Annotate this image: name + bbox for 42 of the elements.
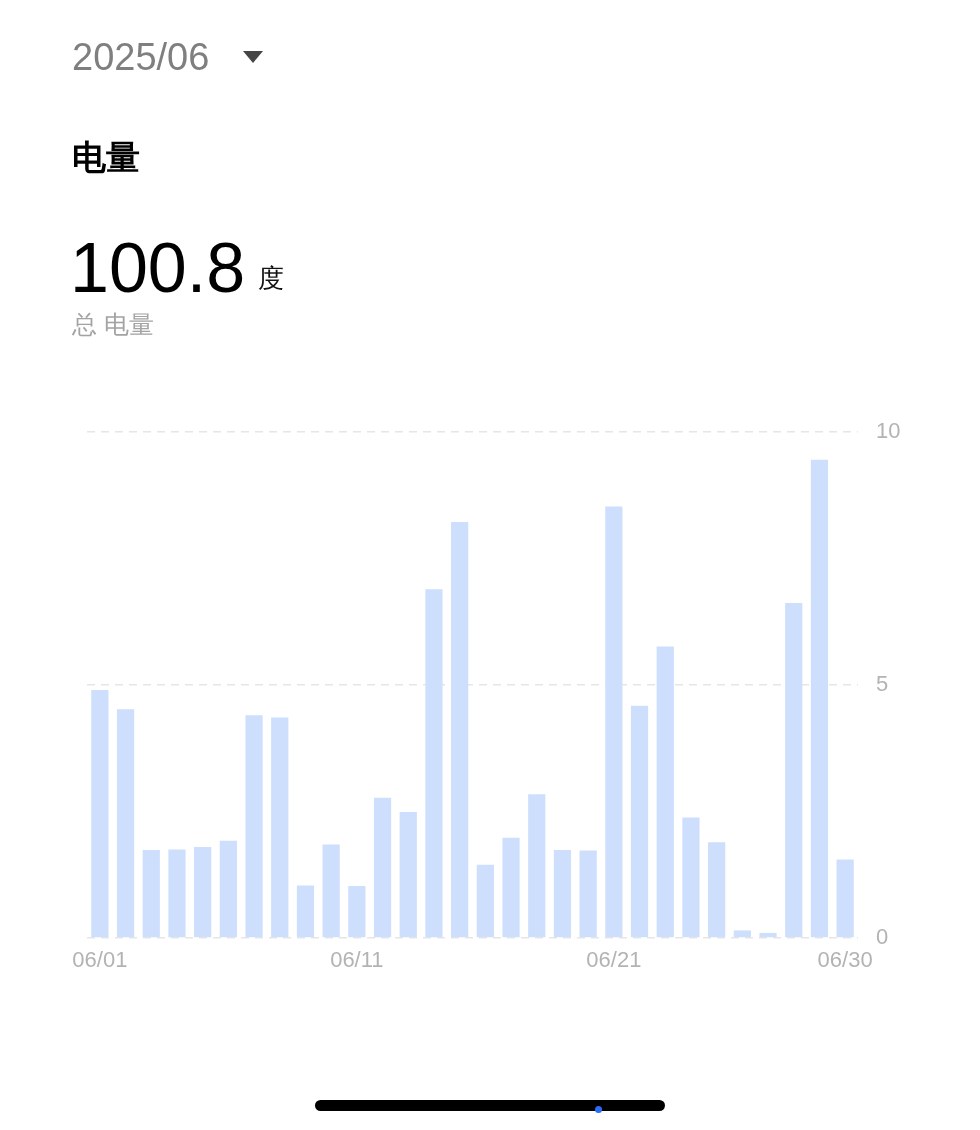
bar: [605, 506, 623, 938]
bar: [168, 849, 186, 938]
bar: [245, 715, 263, 938]
bar: [91, 690, 109, 938]
y-tick-label: 10: [876, 418, 901, 444]
y-tick-label: 5: [876, 671, 889, 697]
bar: [810, 459, 829, 938]
y-tick-label: 0: [876, 924, 889, 950]
bar: [271, 717, 289, 938]
bar: [219, 840, 237, 938]
bar: [708, 842, 726, 938]
chart-title: 电量: [72, 138, 140, 176]
x-tick-label: 06/21: [586, 947, 642, 973]
bar: [399, 812, 417, 938]
bar: [502, 837, 520, 938]
text: 100.8: [70, 229, 246, 307]
bar: [322, 844, 340, 938]
bar: [142, 849, 160, 938]
bar: [425, 589, 443, 938]
chart-subtitle: 2025/06: [72, 36, 210, 78]
text: 度: [258, 263, 284, 293]
bar: [682, 817, 700, 938]
bar: [116, 709, 135, 938]
bar: [373, 797, 392, 938]
bar: [630, 705, 649, 938]
bar: [528, 794, 546, 938]
bar: [785, 603, 803, 938]
x-tick-label: 06/01: [72, 947, 128, 973]
bar: [733, 930, 751, 938]
bar: [759, 932, 777, 938]
text: 总 电量: [72, 310, 154, 338]
bar: [836, 859, 854, 938]
bar: [451, 522, 469, 938]
bar: [553, 849, 572, 938]
bar: [194, 846, 212, 938]
bar: [476, 864, 494, 938]
bar: [656, 646, 674, 938]
bar: [579, 850, 597, 938]
bar: [296, 885, 315, 938]
x-tick-label: 06/11: [330, 947, 384, 973]
bar: [348, 885, 366, 938]
x-tick-label: 06/30: [817, 947, 873, 973]
